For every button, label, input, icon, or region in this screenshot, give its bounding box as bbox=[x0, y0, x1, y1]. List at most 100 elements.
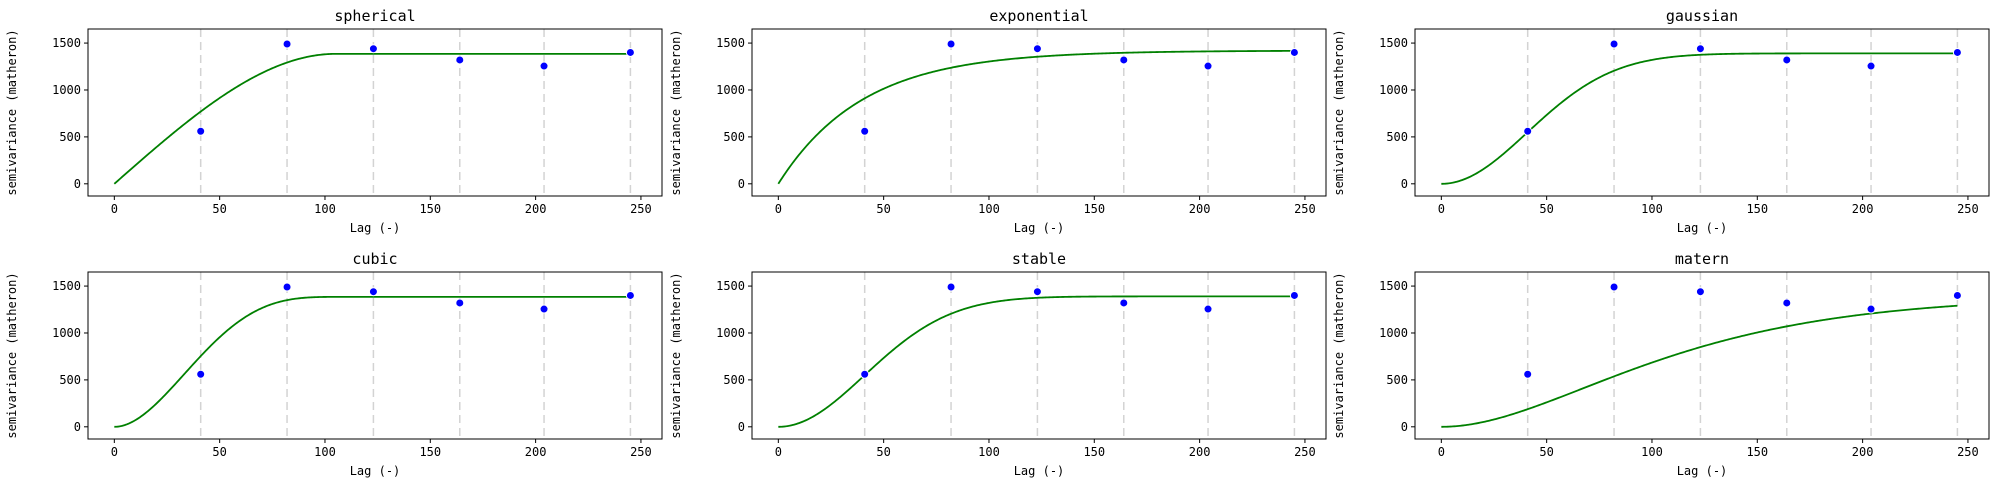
y-tick-label: 1000 bbox=[716, 83, 745, 97]
x-tick-label: 150 bbox=[1746, 445, 1768, 459]
y-tick-label: 500 bbox=[723, 130, 745, 144]
data-point bbox=[1609, 282, 1619, 292]
x-tick-label: 250 bbox=[1294, 202, 1316, 216]
y-tick-label: 1000 bbox=[52, 326, 81, 340]
y-tick-label: 1500 bbox=[52, 36, 81, 50]
y-tick-label: 0 bbox=[74, 177, 81, 191]
x-tick-label: 50 bbox=[1539, 445, 1553, 459]
x-tick-label: 250 bbox=[630, 445, 652, 459]
subplot-matern: 0 50 100 150 200 250 0 500 1000 1500 matern Lag (-)… bbox=[1332, 250, 1990, 478]
y-tick-label: 500 bbox=[59, 373, 81, 387]
x-tick-label: 200 bbox=[525, 202, 547, 216]
x-tick-label: 250 bbox=[1294, 445, 1316, 459]
x-tick-label: 200 bbox=[1852, 445, 1874, 459]
y-tick-label: 0 bbox=[738, 177, 745, 191]
y-tick-label: 1000 bbox=[1379, 326, 1408, 340]
x-tick-label: 50 bbox=[876, 445, 890, 459]
y-axis-label: semivariance (matheron) bbox=[5, 29, 19, 195]
data-point bbox=[196, 126, 206, 136]
data-point bbox=[1782, 298, 1792, 308]
y-tick-label: 1000 bbox=[52, 83, 81, 97]
data-point bbox=[1609, 39, 1619, 49]
x-tick-label: 200 bbox=[1189, 445, 1211, 459]
model-curve bbox=[113, 52, 631, 185]
data-point bbox=[196, 369, 206, 379]
x-tick-label: 150 bbox=[1746, 202, 1768, 216]
subplot-title: exponential bbox=[989, 7, 1088, 25]
data-point bbox=[1695, 287, 1705, 297]
data-point bbox=[1866, 61, 1876, 71]
x-tick-label: 100 bbox=[978, 445, 1000, 459]
subplot-title: spherical bbox=[334, 7, 415, 25]
model-curve bbox=[1441, 304, 1958, 428]
x-tick-label: 100 bbox=[1641, 445, 1663, 459]
axes-frame bbox=[87, 271, 663, 440]
data-point bbox=[368, 44, 378, 54]
axes-frame bbox=[751, 28, 1327, 197]
data-point bbox=[1523, 126, 1533, 136]
data-point bbox=[1952, 290, 1962, 300]
x-tick-label: 0 bbox=[775, 202, 782, 216]
x-axis-label: Lag (-) bbox=[1014, 221, 1065, 235]
y-axis-label: semivariance (matheron) bbox=[1332, 272, 1346, 438]
x-tick-label: 50 bbox=[876, 202, 890, 216]
y-tick-label: 1500 bbox=[52, 279, 81, 293]
x-tick-label: 100 bbox=[314, 445, 336, 459]
data-point bbox=[1782, 55, 1792, 65]
x-axis-label: Lag (-) bbox=[1677, 221, 1728, 235]
y-tick-label: 500 bbox=[1386, 373, 1408, 387]
y-tick-label: 1000 bbox=[1379, 83, 1408, 97]
x-tick-label: 150 bbox=[419, 202, 441, 216]
data-point bbox=[946, 282, 956, 292]
data-point bbox=[539, 304, 549, 314]
x-axis-label: Lag (-) bbox=[1677, 464, 1728, 478]
subplot-title: cubic bbox=[352, 250, 397, 268]
x-tick-label: 150 bbox=[1083, 202, 1105, 216]
axes-frame bbox=[1414, 271, 1990, 440]
x-tick-label: 150 bbox=[1083, 445, 1105, 459]
data-point bbox=[1119, 298, 1129, 308]
data-point bbox=[625, 47, 635, 57]
x-tick-label: 100 bbox=[978, 202, 1000, 216]
y-tick-label: 1500 bbox=[716, 279, 745, 293]
y-tick-label: 0 bbox=[74, 420, 81, 434]
axes-frame bbox=[87, 28, 663, 197]
y-tick-label: 1000 bbox=[716, 326, 745, 340]
subplot-cubic: 0 50 100 150 200 250 0 500 1000 1500 cubic Lag (-) s… bbox=[5, 250, 663, 478]
y-tick-label: 1500 bbox=[1379, 279, 1408, 293]
x-tick-label: 200 bbox=[1852, 202, 1874, 216]
model-curve bbox=[778, 295, 1295, 428]
data-point bbox=[1289, 47, 1299, 57]
x-tick-label: 50 bbox=[1539, 202, 1553, 216]
x-tick-label: 200 bbox=[1189, 202, 1211, 216]
subplot-exponential: 0 50 100 150 200 250 0 500 1000 1500 exponential La… bbox=[669, 7, 1327, 235]
data-point bbox=[455, 298, 465, 308]
x-tick-label: 0 bbox=[1438, 202, 1445, 216]
y-tick-label: 1500 bbox=[1379, 36, 1408, 50]
x-tick-label: 0 bbox=[1438, 445, 1445, 459]
y-tick-label: 500 bbox=[723, 373, 745, 387]
x-axis-label: Lag (-) bbox=[350, 221, 401, 235]
x-tick-label: 200 bbox=[525, 445, 547, 459]
data-point bbox=[1032, 287, 1042, 297]
y-tick-label: 0 bbox=[1401, 420, 1408, 434]
data-point bbox=[860, 126, 870, 136]
data-point bbox=[1866, 304, 1876, 314]
data-point bbox=[1203, 304, 1213, 314]
x-tick-label: 50 bbox=[212, 445, 226, 459]
data-point bbox=[625, 290, 635, 300]
data-point bbox=[282, 39, 292, 49]
x-tick-label: 250 bbox=[630, 202, 652, 216]
data-point bbox=[282, 282, 292, 292]
axes-frame bbox=[1414, 28, 1990, 197]
x-tick-label: 100 bbox=[1641, 202, 1663, 216]
y-axis-label: semivariance (matheron) bbox=[669, 29, 683, 195]
x-tick-label: 150 bbox=[419, 445, 441, 459]
data-point bbox=[1203, 61, 1213, 71]
x-axis-label: Lag (-) bbox=[350, 464, 401, 478]
data-point bbox=[1032, 44, 1042, 54]
y-tick-label: 0 bbox=[1401, 177, 1408, 191]
y-axis-label: semivariance (matheron) bbox=[1332, 29, 1346, 195]
data-point bbox=[946, 39, 956, 49]
